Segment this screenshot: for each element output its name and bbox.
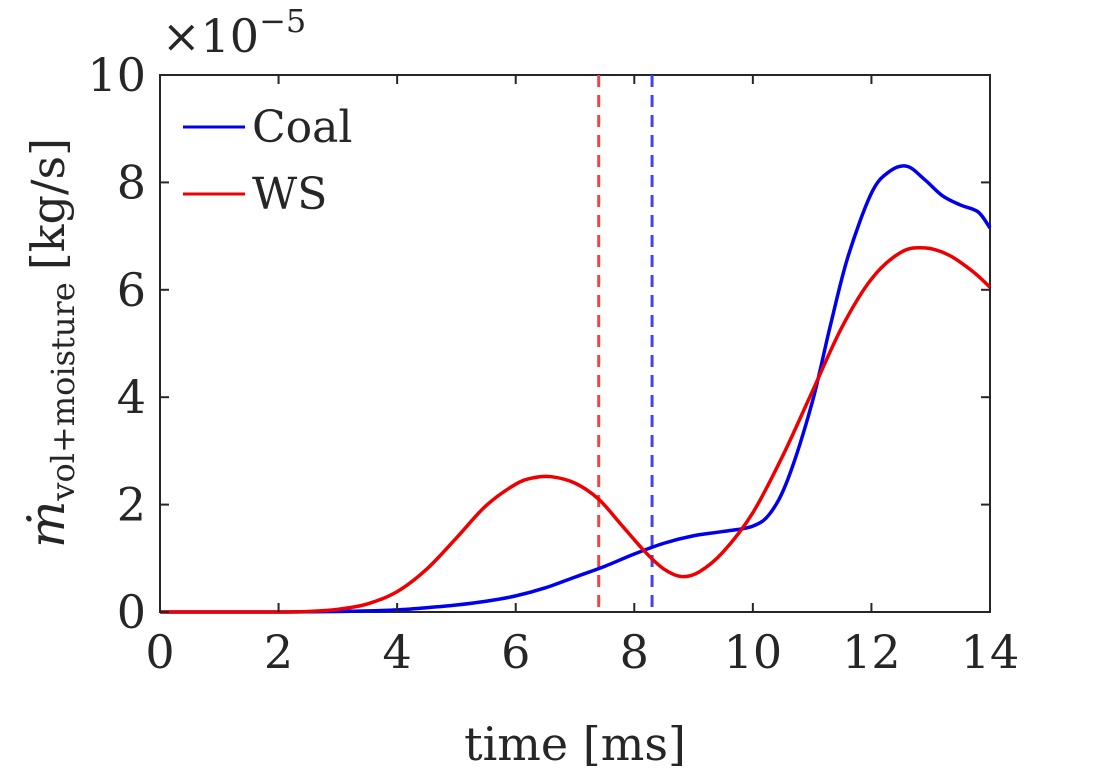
y-multiplier-prefix: ×10 [162, 9, 259, 63]
svg-text:ṁvol+moisture[kg/s]: ṁvol+moisture [kg/s] [18, 138, 82, 548]
series-line-ws [160, 245, 992, 614]
x-tick-label: 8 [620, 625, 649, 679]
y-tick-label: 4 [117, 370, 146, 424]
legend-label-ws: WS [252, 169, 327, 220]
legend-label-coal: Coal [252, 102, 352, 153]
y-tick-label: 10 [87, 48, 146, 102]
y-axis-label: ṁvol+moisture [kg/s] [18, 138, 82, 548]
x-tick-label: 6 [501, 625, 530, 679]
y-multiplier-exponent: −5 [259, 2, 306, 40]
y-tick-label: 2 [117, 478, 146, 532]
x-tick-label: 14 [961, 625, 1020, 679]
y-axis-label-main: ṁ [18, 501, 76, 548]
y-axis-label-subscript: vol+moisture [44, 282, 82, 501]
x-axis-label: time [ms] [464, 717, 686, 771]
vertical-markers [597, 75, 654, 612]
plot-area [159, 74, 991, 613]
x-tick-label: 10 [724, 625, 783, 679]
ticks-layer: 0 2 4 6 8 10 12 14 0 2 4 6 8 10 [87, 48, 1019, 679]
y-tick-label: 0 [117, 585, 146, 639]
x-tick-label: 2 [264, 625, 293, 679]
x-tick-label: 4 [383, 625, 412, 679]
y-tick-label: 8 [117, 155, 146, 209]
x-tick-label: 0 [145, 625, 174, 679]
y-multiplier: ×10−5 [162, 2, 306, 63]
legend: Coal WS [183, 102, 352, 220]
y-tick-label: 6 [117, 263, 146, 317]
y-axis-label-unit: [kg/s] [21, 138, 75, 270]
x-tick-label: 12 [842, 625, 901, 679]
